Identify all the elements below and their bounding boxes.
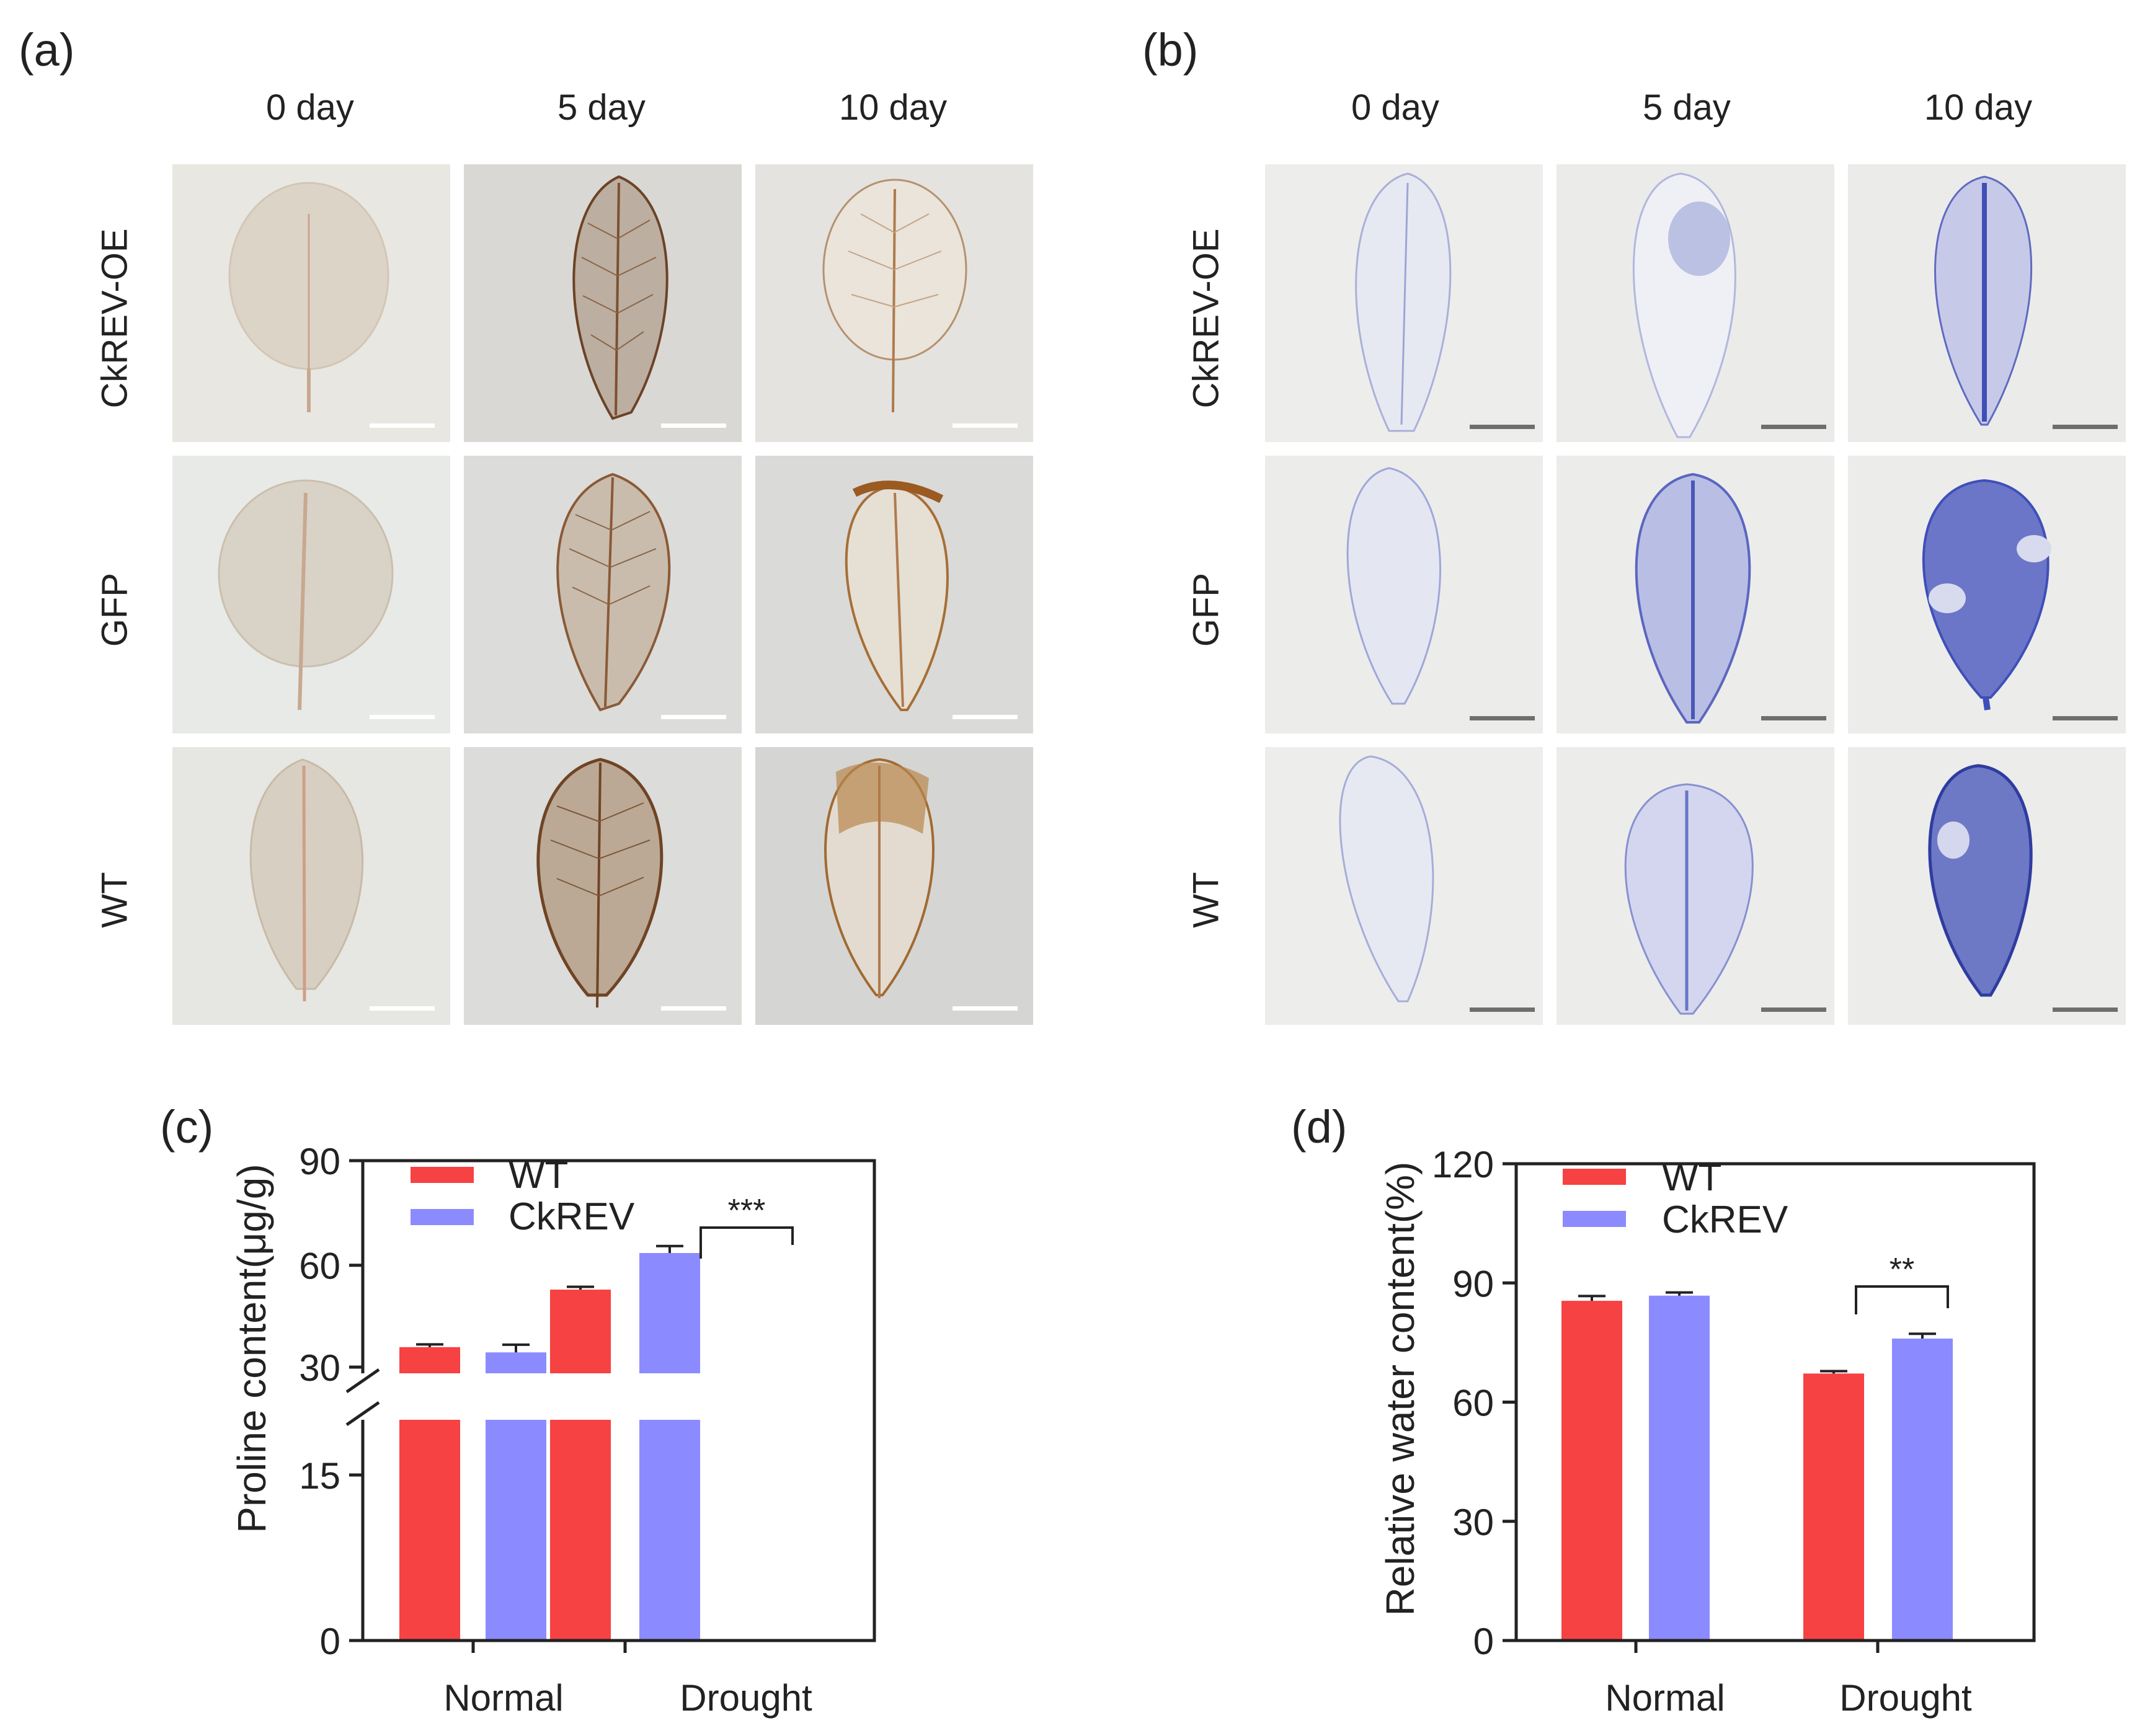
panel-a-col-2: 10 day (838, 87, 948, 128)
panel-a-image-wt-5day (464, 747, 742, 1025)
chart-c-bar-CkREV-Drought (639, 1253, 700, 1373)
panel-a-label: (a) (19, 24, 75, 76)
panel-a-image-gfp-0day (172, 456, 450, 733)
chart-c-ytick-label-0: 0 (320, 1621, 340, 1662)
panel-b-image-wt-10day (1848, 747, 2126, 1025)
panel-b-col-2: 10 day (1924, 87, 2033, 128)
panel-b-image-ckrev-0day (1265, 164, 1543, 442)
panel-a-image-wt-10day (755, 747, 1033, 1025)
panel-d-label: (d) (1291, 1101, 1348, 1153)
chart-c-bar-CkREV-Normal (486, 1352, 546, 1373)
chart-d-bar-WT-Drought (1803, 1373, 1864, 1641)
chart-c-bar-lower-WT-Drought (550, 1420, 611, 1641)
panel-b-col-0: 0 day (1351, 87, 1439, 128)
panel-a-image-ckrev-5day (464, 164, 742, 442)
chart-c-significance-label: *** (728, 1193, 766, 1229)
panel-b-image-gfp-5day (1557, 456, 1834, 733)
panel-b-col-1: 5 day (1643, 87, 1731, 128)
chart-c-xlabel-drought: Drought (680, 1677, 812, 1719)
panel-a-col-1: 5 day (557, 87, 646, 128)
panel-b-image-wt-0day (1265, 747, 1543, 1025)
panel-a-image-ckrev-0day (172, 164, 450, 442)
chart-c-bar-lower-WT-Normal (399, 1420, 460, 1641)
chart-d-ytick-label-60: 60 (1452, 1383, 1494, 1424)
chart-d-ytick-label-90: 90 (1452, 1263, 1494, 1304)
chart-c-break-mark-lower (345, 1401, 380, 1427)
chart-c-bar-WT-Drought (550, 1290, 611, 1373)
panel-a-image-gfp-5day (464, 456, 742, 733)
chart-c-break-mark-upper (345, 1368, 380, 1394)
chart-d-legend-ckrev-swatch (1563, 1211, 1626, 1227)
chart-d-bar-CkREV-Drought (1892, 1338, 1953, 1641)
panel-a-row-2: WT (94, 872, 135, 928)
panel-b-row-0: CkREV-OE (1186, 228, 1227, 409)
chart-c-legend-wt-swatch (411, 1167, 474, 1183)
chart-c-xlabel-normal: Normal (443, 1677, 563, 1719)
chart-c-axis-frame (361, 1159, 876, 1642)
panel-b-image-gfp-0day (1265, 456, 1543, 733)
chart-c-legend-wt: WT (508, 1154, 568, 1197)
panel-b-image-ckrev-10day (1848, 164, 2126, 442)
chart-c-significance-bracket (699, 1226, 794, 1259)
chart-c-legend-ckrev: CkREV (508, 1195, 635, 1238)
chart-d: 0 30 60 90 120 Relative water content(%) Nor… (1378, 1144, 2036, 1719)
chart-d-ytick-label-0: 0 (1473, 1621, 1494, 1662)
chart-d-significance-bracket (1855, 1285, 1949, 1314)
chart-d-significance-label: ** (1890, 1252, 1914, 1288)
panel-a-row-1: GFP (94, 572, 135, 647)
panel-b-row-1: GFP (1186, 572, 1227, 647)
chart-c-bar-WT-Normal (399, 1347, 460, 1373)
chart-d-xlabel-normal: Normal (1605, 1677, 1725, 1719)
chart-c-ytick-label-30: 30 (299, 1347, 340, 1389)
panel-b-image-ckrev-5day (1557, 164, 1834, 442)
panel-a-col-0: 0 day (266, 87, 354, 128)
chart-c-legend-ckrev-swatch (411, 1209, 474, 1225)
chart-d-ytick-label-120: 120 (1432, 1144, 1494, 1185)
panel-b-image-gfp-10day (1848, 456, 2126, 733)
chart-c-ytick-label-90: 90 (299, 1141, 340, 1182)
chart-c-ytick-label-60: 60 (299, 1246, 340, 1287)
chart-d-legend-ckrev: CkREV (1662, 1198, 1788, 1241)
panel-b-label: (b) (1142, 24, 1199, 76)
panel-a-image-gfp-10day (755, 456, 1033, 733)
panel-c-label: (c) (160, 1101, 214, 1153)
panel-a-image-wt-0day (172, 747, 450, 1025)
panel-b-row-2: WT (1186, 872, 1227, 928)
chart-c-bar-lower-CkREV-Drought (639, 1420, 700, 1641)
chart-d-bar-WT-Normal (1561, 1301, 1622, 1641)
chart-d-ytick-label-30: 30 (1452, 1502, 1494, 1543)
panel-b-image-wt-5day (1557, 747, 1834, 1025)
chart-c: 0 15 30 60 90 Proline content(μg/g) Normal D… (236, 1141, 876, 1719)
chart-c-bar-lower-CkREV-Normal (486, 1420, 546, 1641)
chart-c-ytick-label-15: 15 (299, 1455, 340, 1497)
chart-d-legend-wt-swatch (1563, 1169, 1626, 1185)
chart-d-xlabel-drought: Drought (1839, 1677, 1972, 1719)
chart-c-ylabel: Proline content(μg/g) (236, 1164, 274, 1533)
panel-a-image-ckrev-10day (755, 164, 1033, 442)
chart-d-legend-wt: WT (1662, 1156, 1721, 1199)
chart-d-bar-CkREV-Normal (1649, 1295, 1710, 1641)
panel-a-row-0: CkREV-OE (94, 228, 135, 409)
chart-d-ylabel: Relative water content(%) (1378, 1162, 1423, 1616)
